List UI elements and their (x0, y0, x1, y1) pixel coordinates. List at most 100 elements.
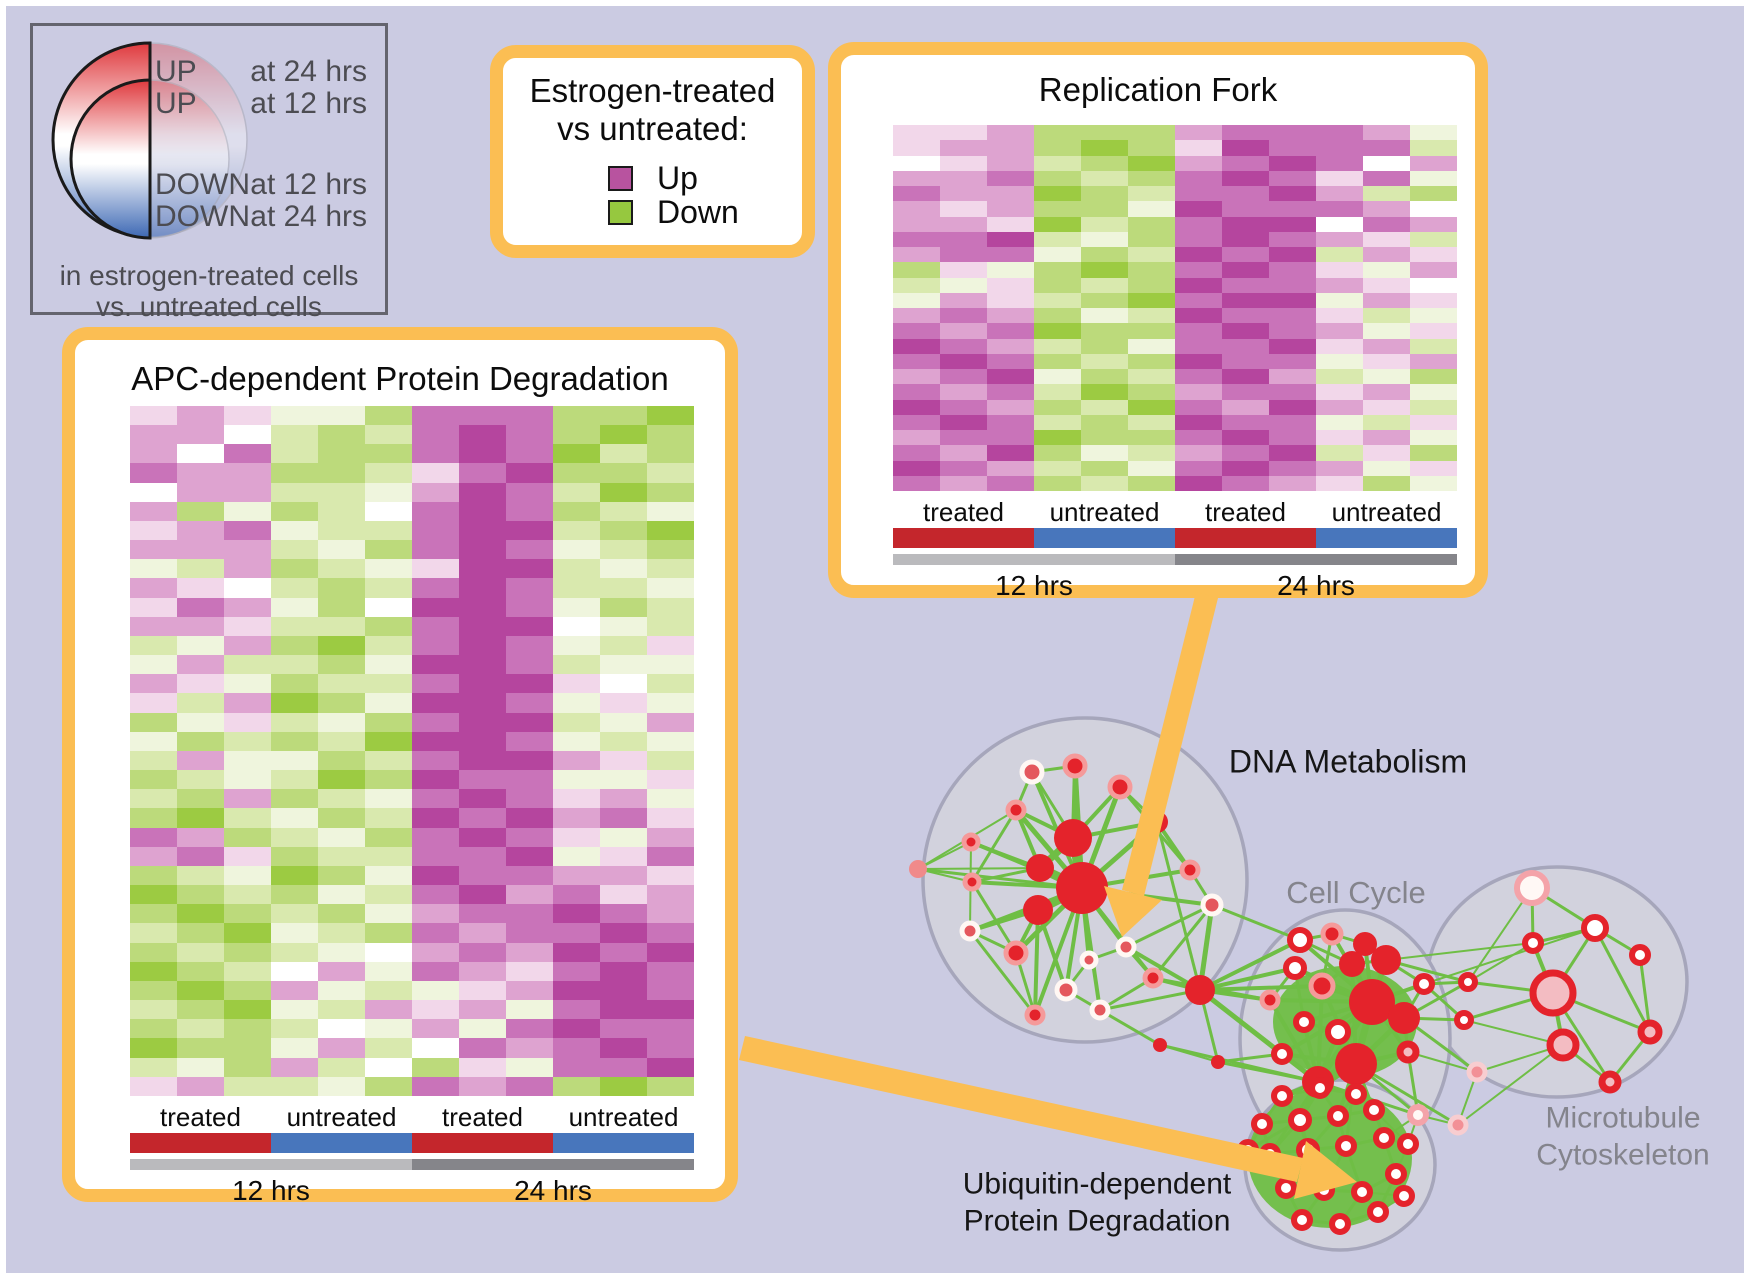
heatmap-cell (1269, 155, 1316, 171)
network-node (1522, 932, 1544, 954)
heatmap-cell (271, 1019, 318, 1039)
heatmap-cell (1363, 369, 1410, 385)
heatmap-cell (1363, 445, 1410, 461)
heatmap-cell (1316, 247, 1363, 263)
heatmap-cell (177, 674, 224, 694)
time-label: 24 hrs (514, 1175, 592, 1206)
heatmap-cell (318, 674, 365, 694)
heatmap-cell (365, 770, 412, 790)
heatmap-cell (318, 597, 365, 617)
heatmap-cell (224, 1000, 271, 1020)
heatmap-cell (1363, 216, 1410, 232)
heatmap-cell (1222, 125, 1269, 141)
heatmap-cell (1128, 475, 1175, 491)
heatmap-cell (647, 520, 694, 541)
down-label: Down (657, 193, 739, 230)
heatmap-cell (459, 1038, 506, 1058)
heatmap-cell (224, 750, 271, 771)
heatmap-cell (130, 540, 177, 560)
heatmap-cell (1128, 247, 1175, 263)
heatmap-cell (600, 1000, 647, 1020)
up-color-swatch (608, 165, 633, 191)
heatmap-cell (1081, 201, 1128, 217)
heatmap-cell (600, 904, 647, 924)
heatmap-cell (506, 1076, 553, 1096)
heatmap-cell (1222, 292, 1269, 308)
heatmap-cell (318, 712, 365, 732)
heatmap-cell (271, 789, 318, 809)
heatmap-cell (893, 247, 940, 263)
heatmap-cell (271, 540, 318, 560)
axis-times: 12 hrs 24 hrs (893, 569, 1457, 603)
heatmap-cell (600, 463, 647, 483)
heatmap-cell (318, 750, 365, 771)
heatmap-cell (130, 750, 177, 771)
group-color-bar (1175, 528, 1316, 548)
cluster-label-ubiquitin-degradation: Ubiquitin-dependent Protein Degradation (963, 1166, 1232, 1239)
heatmap-cell (647, 1019, 694, 1039)
heatmap-cell (459, 1076, 506, 1096)
heatmap-cell (1081, 277, 1128, 293)
heatmap-cell (271, 942, 318, 962)
network-node (1079, 950, 1099, 970)
heatmap-cell (940, 414, 987, 430)
heatmap-cell (1175, 384, 1222, 400)
callout-arrow-head-1 (1104, 886, 1162, 937)
heatmap-cell (130, 674, 177, 694)
apc-degradation-heatmap (130, 406, 694, 1096)
heatmap-cell (553, 923, 600, 943)
heatmap-cell (1222, 170, 1269, 186)
heatmap-cell (271, 1038, 318, 1058)
heatmap-cell (647, 750, 694, 771)
heatmap-cell (987, 445, 1034, 461)
heatmap-cell (1410, 247, 1457, 263)
heatmap-cell (1269, 231, 1316, 247)
heatmap-cell (130, 904, 177, 924)
heatmap-cell (1175, 292, 1222, 308)
heatmap-cell (1363, 353, 1410, 369)
heatmap-cell (893, 231, 940, 247)
heatmap-cell (1410, 231, 1457, 247)
heatmap-cell (1128, 384, 1175, 400)
heatmap-cell (412, 1038, 459, 1058)
heatmap-cell (506, 712, 553, 732)
heatmap-cell (130, 616, 177, 636)
heatmap-cell (177, 444, 224, 464)
network-edge (1199, 938, 1301, 992)
heatmap-cell (647, 712, 694, 732)
heatmap-cell (1222, 369, 1269, 385)
heatmap-cell (271, 616, 318, 636)
heatmap-cell (318, 578, 365, 598)
heatmap-cell (1316, 308, 1363, 324)
heatmap-cell (506, 846, 553, 866)
heatmap-cell (1222, 475, 1269, 491)
heatmap-cell (506, 463, 553, 483)
heatmap-cell (459, 1057, 506, 1077)
heatmap-cell (130, 846, 177, 866)
heatmap-cell (412, 559, 459, 579)
heatmap-cell (987, 384, 1034, 400)
legend-item-up: Up (608, 160, 698, 196)
heatmap-cell (318, 520, 365, 541)
heatmap-cell (177, 597, 224, 617)
heatmap-cell (1128, 353, 1175, 369)
heatmap-cell (177, 578, 224, 598)
heatmap-cell (365, 750, 412, 771)
heatmap-cell (177, 731, 224, 751)
heatmap-cell (987, 140, 1034, 156)
heatmap-cell (365, 693, 412, 713)
heatmap-cell (1410, 399, 1457, 415)
heatmap-cell (365, 827, 412, 847)
heatmap-cell (553, 827, 600, 847)
heatmap-cell (506, 597, 553, 617)
network-edge (1316, 985, 1324, 1083)
heatmap-cell (1222, 155, 1269, 171)
heatmap-cell (177, 635, 224, 656)
heatmap-cell (318, 904, 365, 924)
heatmap-cell (1034, 308, 1081, 324)
heatmap-cell (412, 520, 459, 541)
heatmap-cell (177, 789, 224, 809)
legend-item-down: Down (608, 194, 739, 230)
heatmap-cell (271, 482, 318, 502)
cluster-label-line: Protein Degradation (963, 1204, 1231, 1237)
